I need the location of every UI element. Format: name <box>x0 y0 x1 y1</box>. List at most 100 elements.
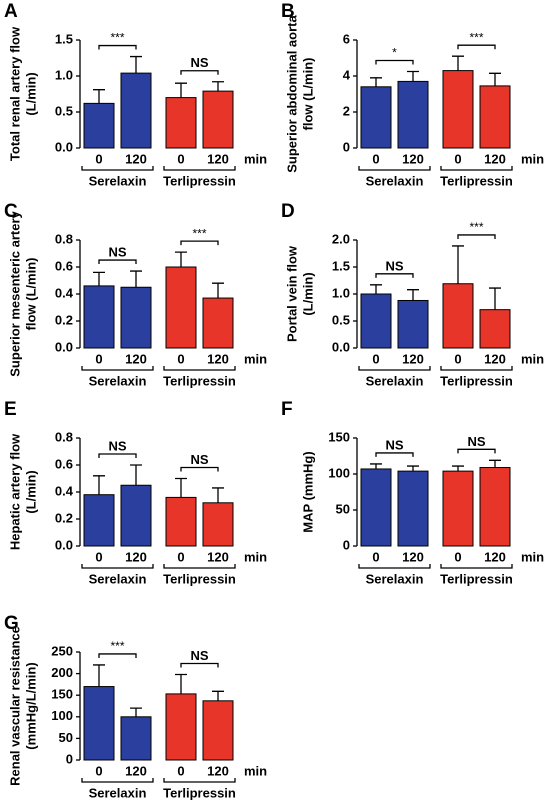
y-axis-label: Superior abdominal aorta <box>284 14 299 172</box>
group-bracket <box>81 778 154 783</box>
bar <box>120 286 152 349</box>
x-tick-label: 120 <box>125 763 147 778</box>
y-tick-label: 150 <box>328 429 350 444</box>
significance-label: NS <box>108 438 126 453</box>
y-tick-label: 1.5 <box>332 258 350 273</box>
panel-label: C <box>4 201 18 222</box>
y-tick-label: 1.0 <box>55 67 73 82</box>
error-bar <box>130 55 142 74</box>
y-tick-label: 0.4 <box>55 483 74 498</box>
significance-label: *** <box>192 226 206 240</box>
significance-bracket <box>180 70 219 75</box>
y-axis-label: Portal vein flow <box>284 245 299 342</box>
bar <box>442 283 474 349</box>
x-tick-label: 120 <box>207 549 229 564</box>
group-bracket <box>163 564 236 569</box>
significance-bracket <box>457 234 496 239</box>
error-bar <box>93 89 105 104</box>
error-bar <box>175 251 187 267</box>
significance-label: *** <box>110 31 124 45</box>
error-bar <box>489 72 501 86</box>
y-axis-label: (mmHg/L/min) <box>23 662 38 749</box>
x-tick-label: 120 <box>207 763 229 778</box>
x-unit-label: min <box>521 549 544 564</box>
bar <box>165 266 197 349</box>
error-bar <box>175 477 187 498</box>
group-bracket <box>163 366 236 371</box>
x-tick-label: 0 <box>454 351 461 366</box>
bar <box>397 299 429 349</box>
group-label: Serelaxin <box>89 373 147 388</box>
group-bracket <box>163 778 236 783</box>
error-bar <box>489 287 501 310</box>
y-axis-label: (L/min) <box>23 72 38 115</box>
bar <box>165 97 197 149</box>
x-unit-label: min <box>244 151 267 166</box>
x-tick-label: 120 <box>484 351 506 366</box>
error-bar <box>489 459 501 468</box>
error-bar <box>212 690 224 701</box>
error-bar <box>370 284 382 294</box>
y-tick-label: 50 <box>59 730 73 745</box>
group-label: Terlipressin <box>163 173 236 188</box>
error-bar <box>93 664 105 687</box>
panel-label: F <box>281 399 293 420</box>
bar <box>397 80 429 149</box>
x-tick-label: 120 <box>207 351 229 366</box>
group-label: Serelaxin <box>366 571 424 586</box>
significance-bracket <box>98 453 137 458</box>
error-bar <box>175 673 187 694</box>
x-tick-label: 120 <box>484 151 506 166</box>
y-tick-label: 200 <box>51 665 73 680</box>
significance-label: NS <box>385 437 403 452</box>
x-tick-label: 0 <box>95 351 102 366</box>
y-tick-label: 0.5 <box>332 312 350 327</box>
bar <box>479 85 511 149</box>
bar <box>83 102 115 149</box>
x-tick-label: 0 <box>177 763 184 778</box>
x-unit-label: min <box>244 351 267 366</box>
x-tick-label: 0 <box>454 549 461 564</box>
group-label: Serelaxin <box>366 173 424 188</box>
x-unit-label: min <box>244 549 267 564</box>
significance-label: *** <box>110 639 124 653</box>
group-label: Terlipressin <box>440 173 513 188</box>
y-axis-label: Superior mesenteric artery <box>7 211 22 377</box>
significance-bracket <box>180 240 219 246</box>
error-bar <box>130 707 142 717</box>
panel-label: B <box>281 1 295 22</box>
group-bracket <box>163 166 236 171</box>
bar <box>479 467 511 547</box>
error-bar <box>212 282 224 299</box>
x-tick-label: 0 <box>95 151 102 166</box>
significance-label: *** <box>469 30 483 44</box>
error-bar <box>407 465 419 472</box>
y-axis-label: Renal vascular resistance <box>7 626 22 786</box>
group-label: Terlipressin <box>163 571 236 586</box>
y-tick-label: 0.8 <box>55 231 73 246</box>
bar <box>442 470 474 547</box>
bar <box>202 90 234 149</box>
y-tick-label: 0.0 <box>55 139 73 154</box>
y-tick-label: 4 <box>343 67 351 82</box>
y-tick-label: 0 <box>343 537 350 552</box>
bar <box>83 285 115 349</box>
y-tick-label: 0 <box>66 751 73 766</box>
x-tick-label: 120 <box>402 351 424 366</box>
y-tick-label: 0.8 <box>55 429 73 444</box>
significance-label: NS <box>190 452 208 467</box>
bar <box>165 496 197 547</box>
y-tick-label: 50 <box>336 501 350 516</box>
y-tick-label: 150 <box>51 687 73 702</box>
bar <box>120 72 152 149</box>
significance-bracket <box>457 44 496 50</box>
y-axis-label: flow (L/min) <box>23 258 38 331</box>
bar <box>165 693 197 761</box>
y-tick-label: 0.5 <box>55 103 73 118</box>
x-tick-label: 0 <box>177 549 184 564</box>
group-label: Serelaxin <box>89 173 147 188</box>
error-bar <box>452 465 464 472</box>
x-tick-label: 0 <box>95 549 102 564</box>
x-tick-label: 0 <box>177 151 184 166</box>
